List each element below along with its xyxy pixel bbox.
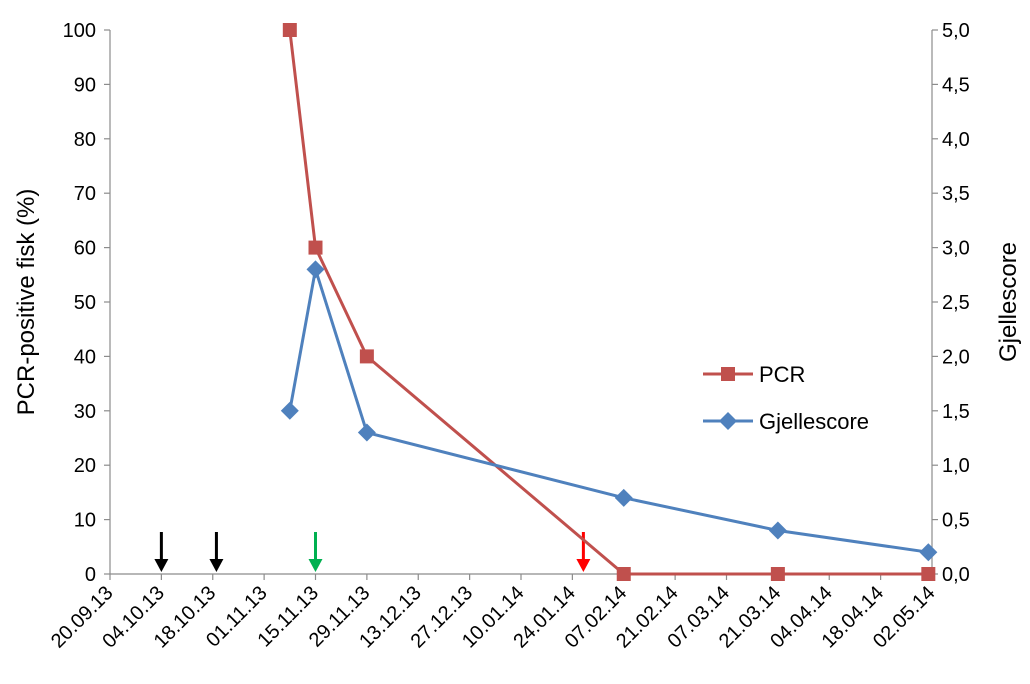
gjellescore-point xyxy=(357,423,376,442)
gjellescore-point xyxy=(919,543,938,562)
annotations xyxy=(154,532,591,572)
y-tick-label: 90 xyxy=(74,74,96,96)
pcr-point xyxy=(282,23,297,37)
arrow-head xyxy=(209,559,224,572)
arrow-head xyxy=(576,559,591,572)
gjellescore-point xyxy=(768,521,787,540)
y-tick-label: 50 xyxy=(74,292,96,314)
y2-tick-label: 2,5 xyxy=(942,292,970,314)
arrow-head xyxy=(308,559,323,572)
y2-tick-label: 4,0 xyxy=(942,129,970,151)
y-tick-label: 40 xyxy=(74,346,96,368)
y2-tick-label: 4,5 xyxy=(942,74,970,96)
legend-label-gjellescore: Gjellescore xyxy=(759,409,869,434)
series xyxy=(280,23,938,581)
pcr-point xyxy=(308,240,323,255)
y2-tick-label: 0,5 xyxy=(942,510,970,532)
legend: PCR Gjellescore xyxy=(703,362,869,434)
y-tick-label: 20 xyxy=(74,455,96,477)
pcr-line xyxy=(288,29,929,576)
pcr-point xyxy=(921,567,936,581)
arrow-head xyxy=(154,559,169,572)
legend-marker-pcr xyxy=(721,367,735,381)
y-tick-label: 70 xyxy=(74,183,96,205)
y-tick-label: 100 xyxy=(63,20,96,42)
gjellescore-point xyxy=(614,488,633,507)
y2-tick-label: 5,0 xyxy=(942,20,970,42)
y2-tick-label: 0,0 xyxy=(942,564,970,586)
y-tick-label: 30 xyxy=(74,401,96,423)
gjellescore-line xyxy=(288,267,929,554)
y2-tick-label: 1,5 xyxy=(942,401,970,423)
y-tick-label: 80 xyxy=(74,129,96,151)
legend-marker-gjellescore xyxy=(719,412,737,430)
y2-tick-label: 3,0 xyxy=(942,238,970,260)
gjellescore-point xyxy=(280,401,299,420)
y-tick-label: 60 xyxy=(74,238,96,260)
y2-tick-label: 3,5 xyxy=(942,183,970,205)
y-tick-label: 0 xyxy=(85,564,96,586)
gjellescore-point xyxy=(306,260,325,279)
y2-tick-label: 1,0 xyxy=(942,455,970,477)
legend-label-pcr: PCR xyxy=(759,362,805,387)
pcr-point xyxy=(359,349,374,364)
y-axis-title: PCR-positive fisk (%) xyxy=(13,189,40,416)
y-tick-label: 10 xyxy=(74,510,96,532)
y2-tick-label: 2,0 xyxy=(942,346,970,368)
y2-axis-title: Gjellescore xyxy=(995,242,1022,362)
pcr-point xyxy=(770,567,785,581)
pcr-point xyxy=(616,567,631,581)
axes: 0 10 20 30 40 50 60 70 80 90 100 0,0 0,5 1,0 1,5 2,0 2,5… xyxy=(47,20,970,653)
